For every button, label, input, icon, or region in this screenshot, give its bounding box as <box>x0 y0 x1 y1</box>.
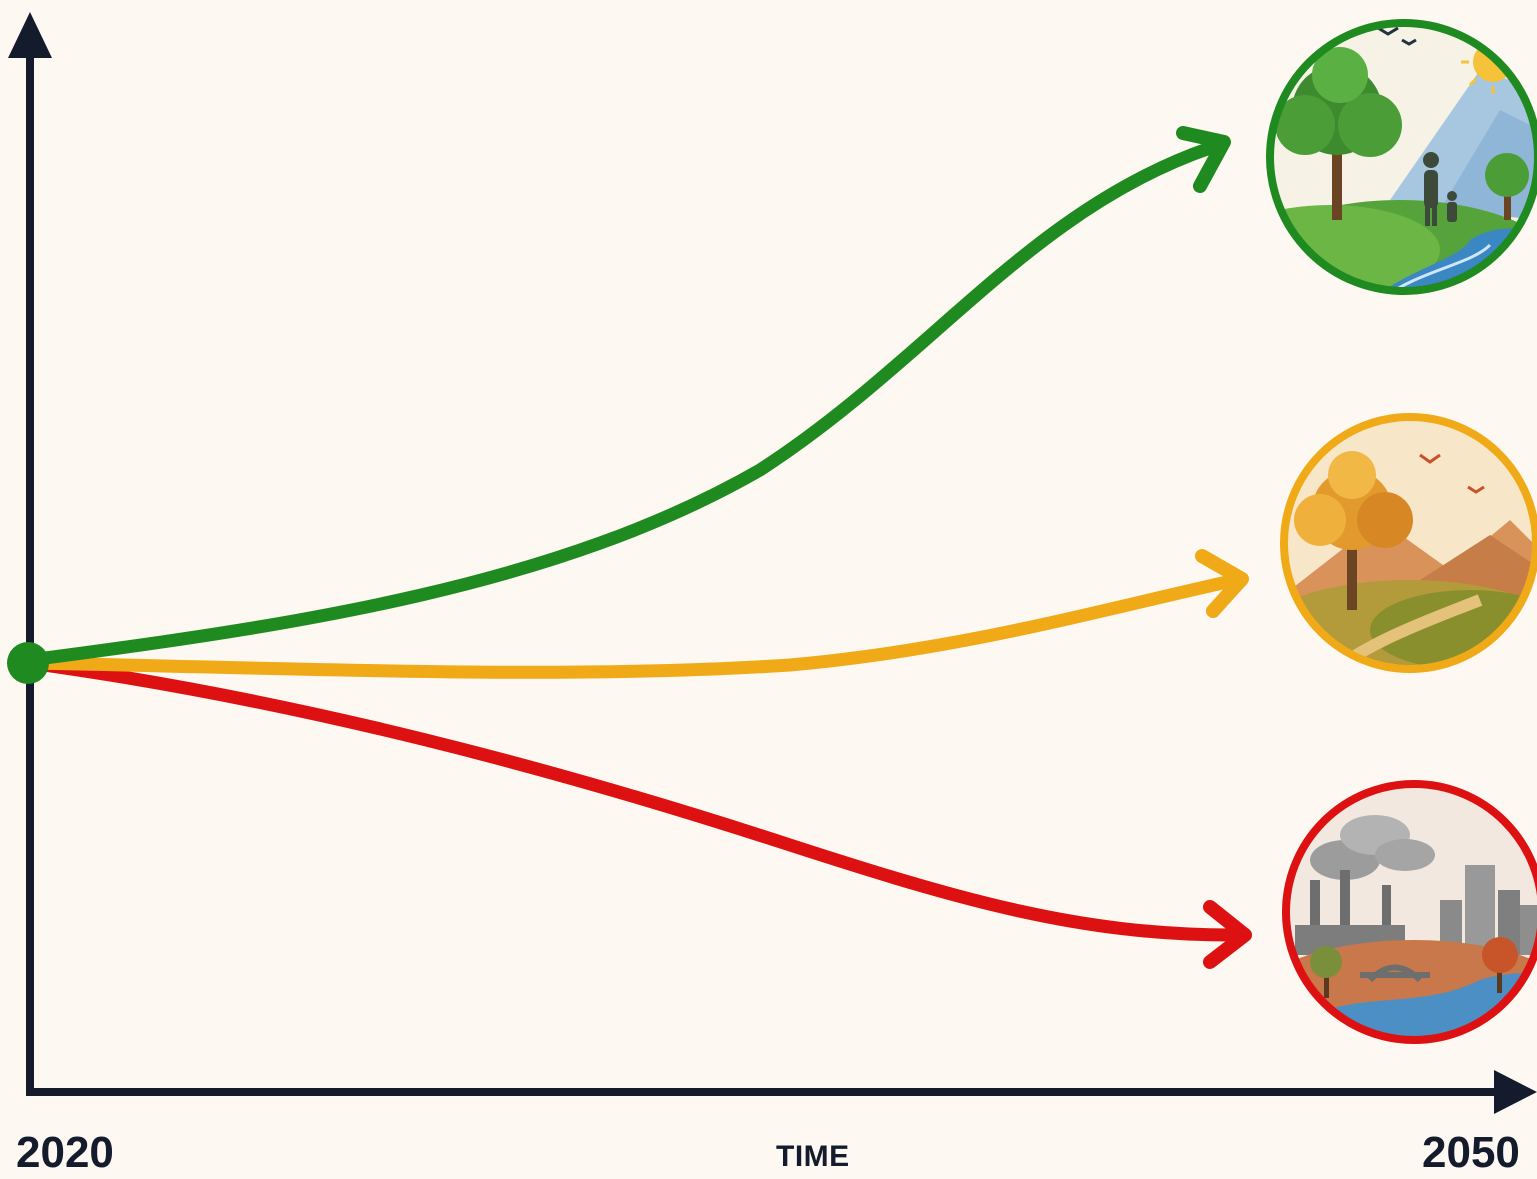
green-path <box>23 141 1217 667</box>
x-axis-title: TIME <box>776 1140 850 1173</box>
scenario-paths <box>23 126 1252 969</box>
origin-dot <box>7 642 49 684</box>
polluted-industrial-city-icon <box>1282 780 1537 1044</box>
thriving-nature-scene-icon <box>1266 19 1537 295</box>
orange-path <box>23 573 1243 679</box>
y-axis-arrowhead <box>8 12 52 58</box>
x-axis-arrowhead <box>1494 1070 1537 1114</box>
green-arrowhead <box>1176 126 1231 193</box>
red-arrowhead <box>1203 900 1252 969</box>
x-axis-start-label: 2020 <box>16 1128 114 1177</box>
axes <box>8 12 1537 1114</box>
dry-autumn-landscape-icon <box>1280 413 1537 673</box>
orange-arrowhead <box>1195 549 1249 618</box>
x-axis-end-label: 2050 <box>1422 1128 1520 1177</box>
red-path <box>23 656 1239 942</box>
